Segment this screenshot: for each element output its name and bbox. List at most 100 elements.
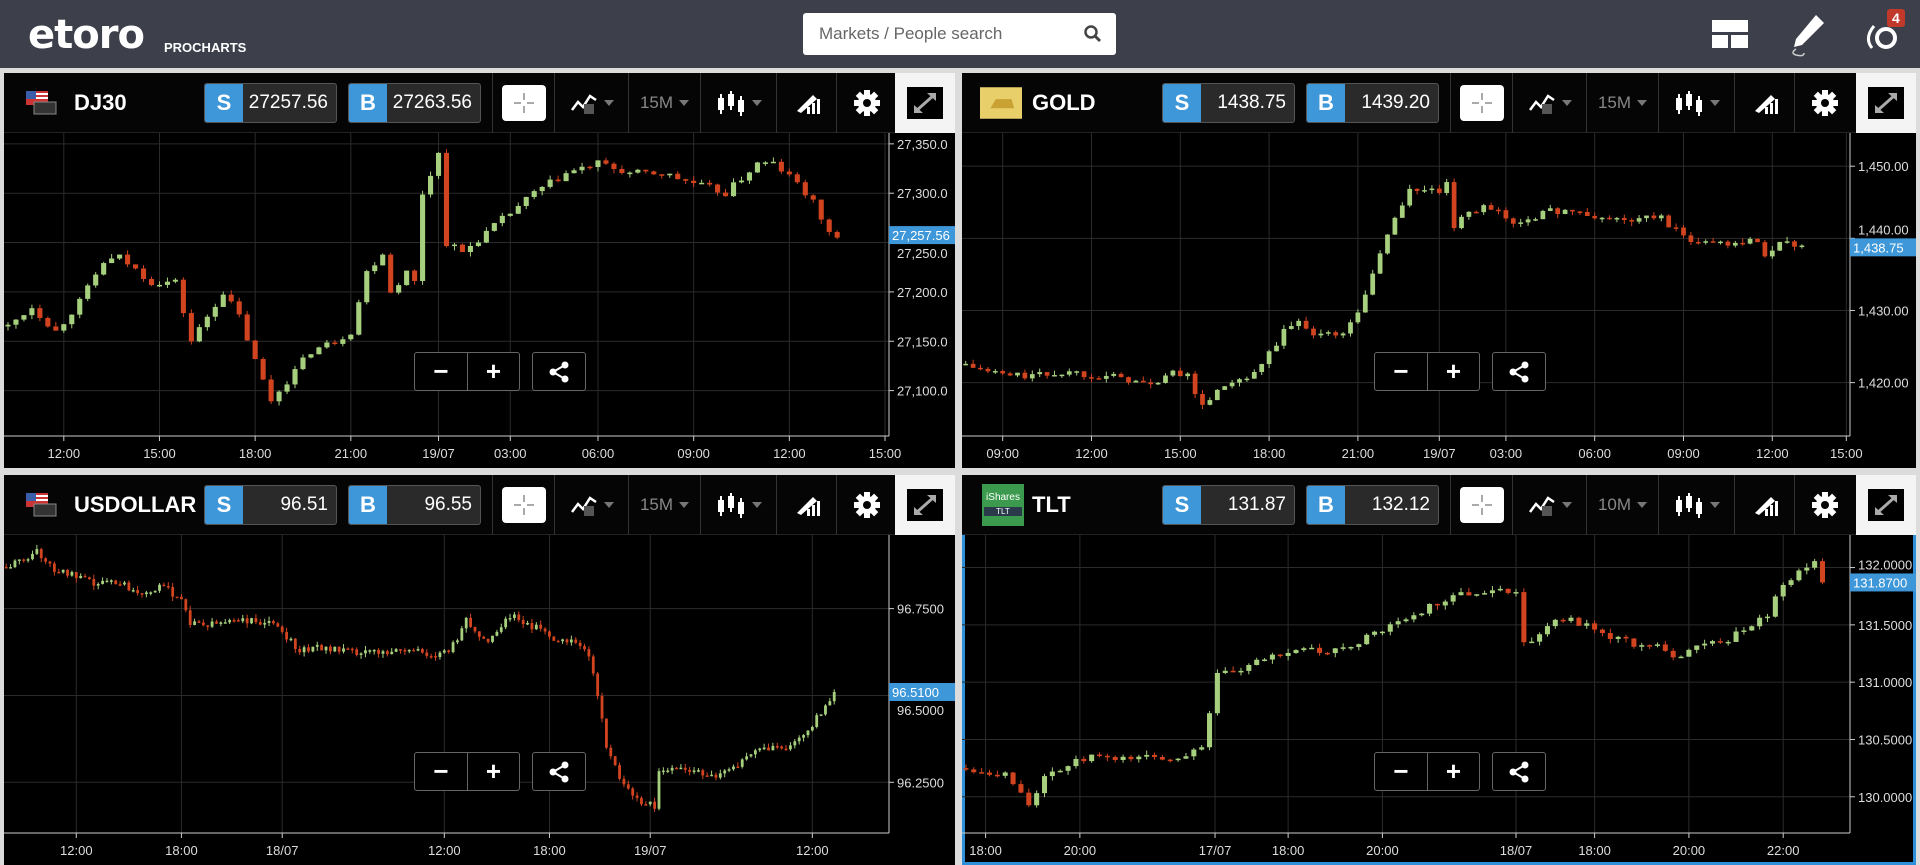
candle <box>595 160 601 172</box>
pencil-icon[interactable] <box>1786 13 1828 58</box>
candle <box>826 218 832 236</box>
zoom-in-button[interactable]: + <box>1427 753 1479 790</box>
candle-body <box>1022 372 1028 379</box>
candle <box>705 772 709 777</box>
expand-button[interactable] <box>1856 73 1916 133</box>
search-icon[interactable] <box>1084 25 1102 43</box>
zoom-in-button[interactable]: + <box>467 753 519 790</box>
buy-button[interactable]: B 1439.20 <box>1306 83 1439 123</box>
period-dropdown[interactable]: 15M <box>628 73 700 133</box>
candle-body <box>1207 713 1213 748</box>
sell-button[interactable]: S 96.51 <box>204 485 337 525</box>
period-dropdown[interactable]: 15M <box>628 475 700 535</box>
instrument-name[interactable]: USDOLLAR <box>74 492 197 517</box>
candle-body <box>435 152 442 176</box>
price-chart[interactable]: 96.7500 96.5000 96.2500 12:00 18:00 18/07 12:0… <box>4 535 955 865</box>
candle-body <box>1636 218 1642 222</box>
price-chart[interactable]: 1,450.00 1,440.00 1,430.00 1,420.00 09:00 12:… <box>962 133 1916 468</box>
search-input[interactable] <box>803 13 1116 55</box>
candle <box>1029 370 1035 382</box>
share-button[interactable] <box>533 353 585 390</box>
chart-type-button[interactable] <box>700 475 776 535</box>
candle-body <box>1246 665 1252 671</box>
buy-button[interactable]: B 96.55 <box>348 485 481 525</box>
zoom-out-button[interactable]: − <box>1393 756 1409 786</box>
candle-body <box>970 363 976 368</box>
expand-button[interactable] <box>1856 475 1916 535</box>
candle-body <box>1317 647 1323 653</box>
chart-panel-usdollar[interactable]: USDOLLAR S 96.51 B 96.55 15M 96.7500 96.500… <box>4 475 955 865</box>
expand-button[interactable] <box>895 73 955 133</box>
drawing-tools-button[interactable] <box>776 73 836 133</box>
period-dropdown[interactable]: 15M <box>1586 73 1658 133</box>
price-chart[interactable]: 27,350.0 27,300.0 27,250.0 27,200.0 27,150.0… <box>4 133 955 468</box>
settings-button[interactable] <box>1794 475 1854 535</box>
instrument-name[interactable]: DJ30 <box>74 90 127 115</box>
expand-button[interactable] <box>895 475 955 535</box>
etoro-user-icon[interactable] <box>1864 18 1906 54</box>
candle <box>1385 234 1390 255</box>
candle <box>1281 324 1287 349</box>
share-button[interactable] <box>1493 353 1545 390</box>
candle-body <box>736 766 740 769</box>
candle-body <box>1489 590 1495 594</box>
share-button[interactable] <box>1493 753 1545 790</box>
candle-body <box>475 242 481 246</box>
candle-body <box>1159 756 1165 760</box>
share-button[interactable] <box>533 753 585 790</box>
candle <box>443 149 450 248</box>
sell-button[interactable]: S 131.87 <box>1162 485 1295 525</box>
candle <box>37 304 43 322</box>
candle-body <box>1399 205 1405 218</box>
drawing-tools-button[interactable] <box>776 475 836 535</box>
period-dropdown[interactable]: 10M <box>1586 475 1658 535</box>
candle <box>399 649 402 654</box>
chart-type-button[interactable] <box>1658 73 1734 133</box>
zoom-out-button[interactable]: − <box>433 756 449 786</box>
settings-button[interactable] <box>836 475 896 535</box>
sell-button[interactable]: S 27257.56 <box>204 83 337 123</box>
chart-type-button[interactable] <box>1658 475 1734 535</box>
zoom-out-button[interactable]: − <box>433 356 449 386</box>
etoro-logo[interactable]: etoro <box>28 12 145 58</box>
settings-button[interactable] <box>836 73 896 133</box>
chart-panel-gold[interactable]: GOLD S 1438.75 B 1439.20 15M 1,450.00 1,440… <box>962 73 1916 468</box>
candle-body <box>101 263 107 275</box>
candle-body <box>1387 624 1393 632</box>
layout-icon[interactable] <box>1712 20 1748 48</box>
candle-body <box>1458 592 1464 596</box>
candle-body <box>1772 596 1778 617</box>
candle-body <box>1177 370 1183 377</box>
indicators-button[interactable] <box>1512 475 1586 535</box>
instrument-name[interactable]: TLT <box>1032 492 1071 517</box>
crosshair-button[interactable] <box>501 85 546 121</box>
zoom-in-button[interactable]: + <box>1427 353 1479 390</box>
candle <box>61 569 65 574</box>
crosshair-button[interactable] <box>1459 85 1504 121</box>
candle <box>31 550 34 561</box>
buy-button[interactable]: B 132.12 <box>1306 485 1439 525</box>
indicators-button[interactable] <box>554 475 628 535</box>
chart-type-button[interactable] <box>700 73 776 133</box>
candle-body <box>1547 208 1553 211</box>
x-tick-label: 12:00 <box>1756 446 1789 461</box>
buy-button[interactable]: B 27263.56 <box>348 83 481 123</box>
instrument-name[interactable]: GOLD <box>1032 90 1096 115</box>
drawing-tools-button[interactable] <box>1734 73 1794 133</box>
crosshair-button[interactable] <box>501 487 546 523</box>
price-chart[interactable]: 132.0000 131.5000 131.0000 130.5000 130.0000… <box>962 535 1916 865</box>
zoom-in-button[interactable]: + <box>467 353 519 390</box>
settings-button[interactable] <box>1794 73 1854 133</box>
zoom-out-button[interactable]: − <box>1393 356 1409 386</box>
indicators-button[interactable] <box>1512 73 1586 133</box>
drawing-tools-button[interactable] <box>1734 475 1794 535</box>
chart-panel-tlt[interactable]: iShares TLT TLT S 131.87 B 132.12 10M 132.0… <box>962 475 1916 865</box>
indicators-button[interactable] <box>554 73 628 133</box>
notification-badge[interactable]: 4 <box>1887 9 1905 27</box>
chart-panel-dj30[interactable]: DJ30 S 27257.56 B 27263.56 15M 27,350.0 27,… <box>4 73 955 468</box>
candle-body <box>1518 222 1524 224</box>
candle <box>794 172 800 185</box>
candle-body <box>1407 188 1413 206</box>
crosshair-button[interactable] <box>1459 487 1504 523</box>
sell-button[interactable]: S 1438.75 <box>1162 83 1295 123</box>
